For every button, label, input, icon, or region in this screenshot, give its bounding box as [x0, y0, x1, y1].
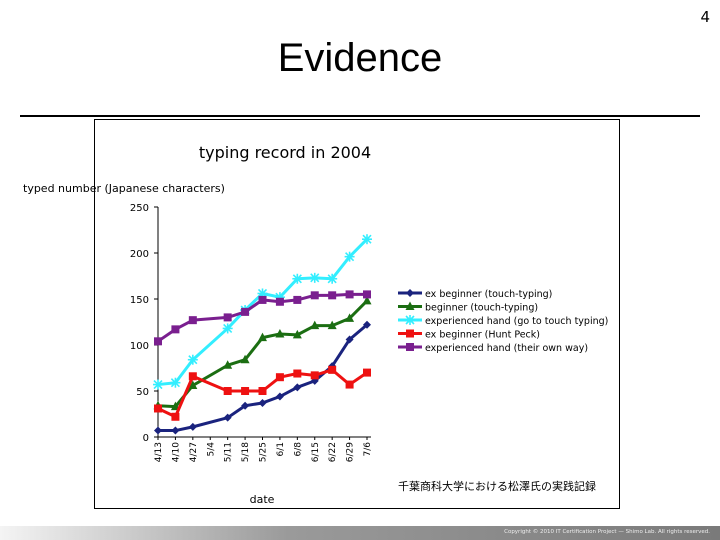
- data-point: [292, 329, 302, 339]
- legend-label: beginner (touch-typing): [425, 303, 538, 314]
- data-point: [258, 332, 267, 342]
- y-tick-label: 0: [143, 433, 149, 444]
- slide-title: Evidence: [277, 36, 443, 80]
- title-divider: [20, 115, 700, 117]
- data-point: [362, 295, 372, 305]
- x-tick-label: 6/1: [276, 442, 286, 456]
- data-point: [293, 369, 302, 378]
- data-point: [345, 313, 355, 322]
- y-tick-label: 250: [130, 203, 149, 214]
- chart-note: 千葉商科大学における松澤氏の実践記録: [398, 479, 596, 493]
- data-point: [275, 297, 284, 306]
- data-point: [188, 372, 197, 381]
- chart-frame: [94, 119, 620, 509]
- x-tick-label: 6/8: [293, 442, 303, 457]
- data-point: [222, 323, 233, 334]
- chart-title: typing record in 2004: [199, 143, 371, 162]
- page-number: 4: [700, 8, 710, 26]
- data-point: [275, 392, 284, 401]
- series-line: [157, 299, 369, 409]
- x-axis-label: date: [250, 493, 275, 506]
- data-point: [275, 328, 285, 338]
- legend-label: ex beginner (Hunt Peck): [425, 330, 540, 341]
- data-point: [363, 368, 371, 377]
- data-point: [188, 380, 198, 389]
- data-point: [363, 290, 371, 299]
- data-point: [310, 320, 320, 330]
- x-tick-label: 6/15: [311, 442, 321, 462]
- legend-label: experienced hand (their own way): [425, 343, 588, 354]
- data-point: [406, 289, 414, 297]
- data-point: [223, 413, 232, 422]
- line-chart: typing record in 2004 typed number (Japa…: [23, 143, 608, 506]
- x-tick-label: 5/11: [224, 442, 234, 462]
- data-point: [328, 365, 337, 374]
- data-point: [345, 335, 354, 344]
- data-point: [293, 295, 302, 304]
- data-point: [406, 329, 414, 338]
- data-point: [405, 301, 415, 310]
- data-point: [241, 401, 250, 410]
- data-point: [362, 234, 372, 245]
- data-point: [171, 325, 180, 334]
- x-tick-label: 5/18: [241, 442, 251, 462]
- data-point: [154, 337, 162, 346]
- x-tick-label: 5/25: [259, 442, 269, 462]
- data-point: [154, 404, 162, 413]
- footer-bar: [0, 526, 720, 540]
- data-point: [345, 380, 354, 389]
- data-point: [241, 307, 250, 316]
- data-point: [258, 295, 267, 304]
- data-point: [363, 320, 371, 329]
- data-point: [310, 291, 319, 300]
- data-point: [405, 315, 415, 325]
- data-point: [188, 316, 197, 325]
- data-point: [309, 272, 320, 283]
- data-point: [345, 290, 354, 299]
- data-point: [275, 373, 284, 382]
- data-point: [327, 273, 338, 284]
- data-point: [154, 426, 162, 435]
- data-point: [153, 379, 163, 390]
- data-point: [406, 343, 414, 351]
- data-point: [310, 371, 319, 380]
- data-point: [344, 251, 355, 262]
- data-point: [171, 412, 180, 421]
- y-tick-label: 150: [130, 295, 149, 306]
- y-axis-label: typed number (Japanese characters): [23, 182, 225, 195]
- data-point: [292, 273, 303, 284]
- data-point: [188, 422, 197, 431]
- data-point: [223, 313, 232, 322]
- legend-label: ex beginner (touch-typing): [425, 289, 552, 300]
- x-tick-label: 6/22: [328, 442, 338, 462]
- data-point: [171, 426, 180, 435]
- y-tick-label: 50: [136, 387, 149, 398]
- data-point: [258, 398, 267, 407]
- x-tick-label: 4/27: [189, 442, 199, 462]
- data-point: [241, 387, 250, 395]
- copyright-footer: Copyright © 2010 IT Certification Projec…: [504, 529, 710, 535]
- x-tick-label: 4/10: [171, 442, 181, 462]
- data-point: [240, 354, 250, 364]
- data-point: [293, 383, 302, 392]
- x-tick-label: 5/4: [206, 442, 216, 457]
- x-tick-label: 4/13: [154, 442, 164, 462]
- data-point: [187, 354, 198, 365]
- legend-label: experienced hand (go to touch typing): [425, 316, 608, 327]
- data-point: [223, 387, 232, 395]
- data-point: [223, 360, 233, 369]
- x-tick-label: 6/29: [346, 442, 356, 462]
- data-point: [327, 320, 337, 330]
- data-point: [258, 387, 267, 395]
- y-tick-label: 100: [130, 341, 149, 352]
- y-tick-label: 200: [130, 249, 149, 260]
- data-point: [328, 291, 337, 300]
- data-point: [170, 377, 181, 388]
- x-tick-label: 7/6: [363, 442, 373, 457]
